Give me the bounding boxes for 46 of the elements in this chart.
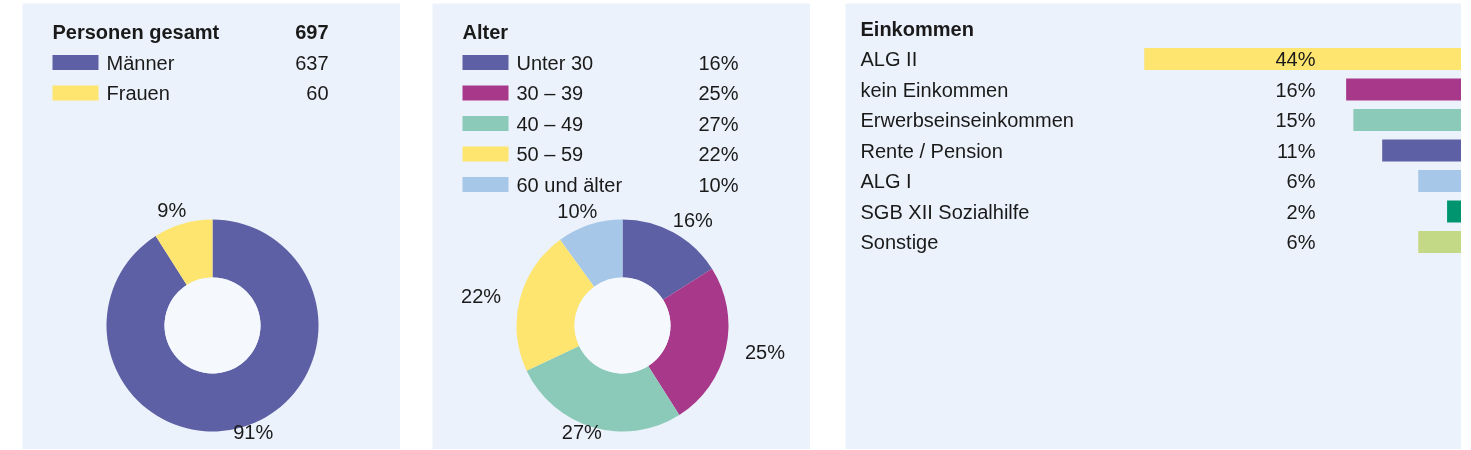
y-tick-label: Rente / Pension	[860, 139, 1003, 162]
data-label: 6%	[1286, 170, 1316, 193]
text: 27%	[698, 112, 739, 135]
data-label: 27%	[561, 420, 602, 443]
text: 10%	[698, 173, 739, 196]
bar	[1382, 139, 1461, 162]
legend-label: 40 – 49	[516, 112, 584, 135]
text: 697	[295, 20, 329, 43]
data-label: 16%	[1275, 78, 1316, 101]
y-tick-label: Erwerbseinseinkommen	[860, 109, 1074, 132]
legend-label: 30 – 39	[516, 82, 584, 104]
y-tick-label: ALG II	[860, 48, 918, 71]
legend-label: Unter 30	[516, 51, 594, 74]
data-label: 6%	[1286, 231, 1316, 254]
data-label: 9%	[157, 199, 187, 222]
y-tick-label: kein Einkommen	[860, 78, 1009, 101]
y-tick-label: ALG I	[860, 170, 912, 193]
data-label: 25%	[744, 340, 786, 363]
text: 637	[295, 51, 329, 74]
legend-label: 50 – 59	[516, 143, 584, 165]
chart-title: Alter	[462, 20, 509, 43]
y-tick-label: Sonstige	[860, 231, 939, 254]
y-tick-label: SGB XII Sozialhilfe	[860, 200, 1030, 223]
text: 25%	[698, 82, 739, 104]
data-label: 10%	[557, 200, 598, 223]
bar	[1346, 78, 1461, 101]
data-label: 44%	[1275, 48, 1316, 71]
text: Einkommen	[860, 17, 974, 40]
bar	[1418, 231, 1461, 254]
bar	[1144, 48, 1461, 70]
data-label: 16%	[672, 209, 714, 232]
chart-title: Personen gesamt	[52, 20, 220, 43]
data-label: 91%	[233, 420, 274, 443]
data-label: 2%	[1286, 200, 1316, 223]
legend-label: 60 und älter	[516, 173, 623, 196]
data-label: 15%	[1275, 109, 1316, 132]
text: 60	[306, 82, 329, 104]
text: 22%	[698, 143, 739, 165]
legend-label: Männer	[106, 51, 175, 74]
data-label: 22%	[461, 284, 502, 307]
bar	[1353, 109, 1461, 132]
bar	[1447, 200, 1461, 223]
bar	[1418, 170, 1461, 193]
data-label: 11%	[1276, 139, 1316, 162]
text: 16%	[698, 51, 739, 74]
legend-label: Frauen	[106, 82, 170, 104]
